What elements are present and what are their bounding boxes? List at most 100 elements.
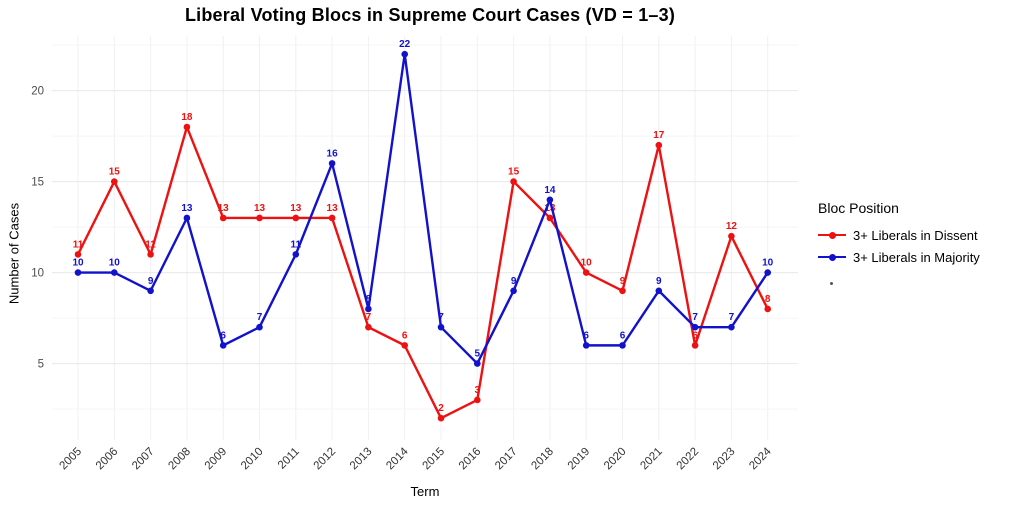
x-tick-label: 2019 xyxy=(566,446,593,473)
data-label-majority: 22 xyxy=(399,39,411,50)
data-label-dissent: 12 xyxy=(726,221,738,232)
data-label-majority: 9 xyxy=(511,276,517,287)
x-tick-label: 2022 xyxy=(675,446,702,473)
data-label-majority: 10 xyxy=(109,258,121,269)
data-point-dissent xyxy=(328,214,336,222)
data-point-majority xyxy=(401,50,409,58)
data-label-dissent: 6 xyxy=(402,330,408,341)
data-point-dissent xyxy=(219,214,227,222)
x-tick-label: 2010 xyxy=(239,446,266,473)
x-tick-label: 2005 xyxy=(58,446,85,473)
data-point-dissent xyxy=(111,178,118,185)
data-point-dissent xyxy=(365,323,372,331)
x-axis-title: Term xyxy=(410,484,440,499)
legend-key-icon xyxy=(818,227,846,243)
y-tick-label: 15 xyxy=(31,177,44,189)
legend-item-majority: 3+ Liberals in Majority xyxy=(818,246,1022,268)
data-label-majority: 11 xyxy=(291,239,302,250)
data-label-dissent: 18 xyxy=(181,112,193,123)
data-label-dissent: 3 xyxy=(475,385,481,396)
x-tick-label: 2024 xyxy=(747,445,774,472)
data-point-majority xyxy=(328,160,336,167)
series-line-dissent xyxy=(76,125,769,420)
data-point-majority xyxy=(546,196,554,204)
x-tick-label: 2011 xyxy=(276,446,302,472)
data-point-dissent xyxy=(546,214,554,222)
data-point-dissent xyxy=(619,287,626,295)
data-point-majority xyxy=(292,251,300,258)
data-label-dissent: 17 xyxy=(653,130,665,141)
data-label-dissent: 13 xyxy=(218,203,230,214)
data-label-majority: 7 xyxy=(438,312,444,323)
y-tick-label: 10 xyxy=(31,268,44,280)
data-point-majority xyxy=(764,269,771,276)
x-tick-label: 2015 xyxy=(421,446,448,473)
data-label-dissent: 15 xyxy=(508,167,520,178)
y-axis-tick-labels: 5 10 15 20 xyxy=(31,86,44,371)
x-tick-label: 2018 xyxy=(529,446,556,473)
series-majority: 10 10 9 13 6 7 11 16 8 22 7 5 9 14 6 6 9 7 7 10 xyxy=(72,39,774,367)
data-label-dissent: 6 xyxy=(692,330,698,341)
x-tick-label: 2008 xyxy=(166,446,193,473)
data-label-dissent: 9 xyxy=(620,276,626,287)
x-tick-label: 2012 xyxy=(312,446,339,473)
data-point-dissent xyxy=(510,178,517,185)
data-label-majority: 7 xyxy=(692,312,698,323)
data-point-majority xyxy=(219,342,227,349)
data-point-majority xyxy=(74,269,82,276)
x-tick-label: 2009 xyxy=(203,446,230,473)
x-tick-label: 2021 xyxy=(638,446,665,473)
data-label-majority: 5 xyxy=(475,349,481,360)
data-point-majority xyxy=(728,323,735,331)
series-dissent: 11 15 11 18 13 13 13 13 7 6 2 3 15 13 10 9 17 6 12 8 xyxy=(73,112,771,422)
data-label-majority: 9 xyxy=(148,276,154,287)
stray-dot xyxy=(830,282,833,285)
data-label-majority: 6 xyxy=(620,330,626,341)
data-label-majority: 14 xyxy=(544,185,556,196)
data-label-dissent: 11 xyxy=(73,239,84,250)
data-label-majority: 7 xyxy=(257,312,263,323)
data-point-majority xyxy=(691,323,699,331)
data-label-majority: 10 xyxy=(72,258,84,269)
data-point-majority xyxy=(582,342,590,349)
legend-item-label: 3+ Liberals in Dissent xyxy=(853,227,978,243)
legend-items: 3+ Liberals in Dissent 3+ Liberals in Maj… xyxy=(818,224,1022,268)
x-tick-label: 2017 xyxy=(493,446,520,473)
data-point-dissent xyxy=(728,232,735,240)
data-label-majority: 6 xyxy=(220,330,226,341)
data-point-dissent xyxy=(582,269,590,276)
data-label-dissent: 11 xyxy=(145,239,156,250)
x-tick-label: 2007 xyxy=(130,446,157,473)
data-label-dissent: 2 xyxy=(438,403,444,414)
legend-key-icon xyxy=(818,249,846,265)
legend: Bloc Position 3+ Liberals in Dissent 3+ L… xyxy=(818,200,1022,285)
data-label-dissent: 13 xyxy=(290,203,302,214)
gridlines xyxy=(52,36,798,440)
x-tick-label: 2013 xyxy=(348,446,375,473)
data-point-majority xyxy=(619,342,626,349)
data-point-dissent xyxy=(474,396,481,404)
data-label-majority: 8 xyxy=(366,294,372,305)
data-point-majority xyxy=(147,287,154,295)
data-point-majority xyxy=(365,305,372,313)
x-tick-label: 2023 xyxy=(711,446,738,473)
data-label-majority: 16 xyxy=(327,148,339,159)
data-label-majority: 9 xyxy=(656,276,662,287)
data-label-majority: 10 xyxy=(762,258,774,269)
x-axis-tick-labels: 2005 2006 2007 2008 2009 2010 2011 2012 2013 2014… xyxy=(58,445,775,472)
data-point-majority xyxy=(256,323,263,331)
legend-title: Bloc Position xyxy=(818,200,899,216)
data-point-dissent xyxy=(147,251,154,258)
data-label-majority: 6 xyxy=(583,330,589,341)
x-tick-label: 2006 xyxy=(94,446,121,473)
data-point-majority xyxy=(655,287,663,295)
data-point-dissent xyxy=(292,214,300,222)
x-tick-label: 2016 xyxy=(457,446,484,473)
data-point-dissent xyxy=(401,342,409,349)
data-label-majority: 13 xyxy=(181,203,193,214)
y-axis-title: Number of Cases xyxy=(6,202,22,305)
plot-area: Number of Cases 5 10 15 20 2005 2006 2007 2008 2… xyxy=(0,28,810,512)
data-point-majority xyxy=(183,214,191,222)
chart-title: Liberal Voting Blocs in Supreme Court Ca… xyxy=(184,5,676,25)
